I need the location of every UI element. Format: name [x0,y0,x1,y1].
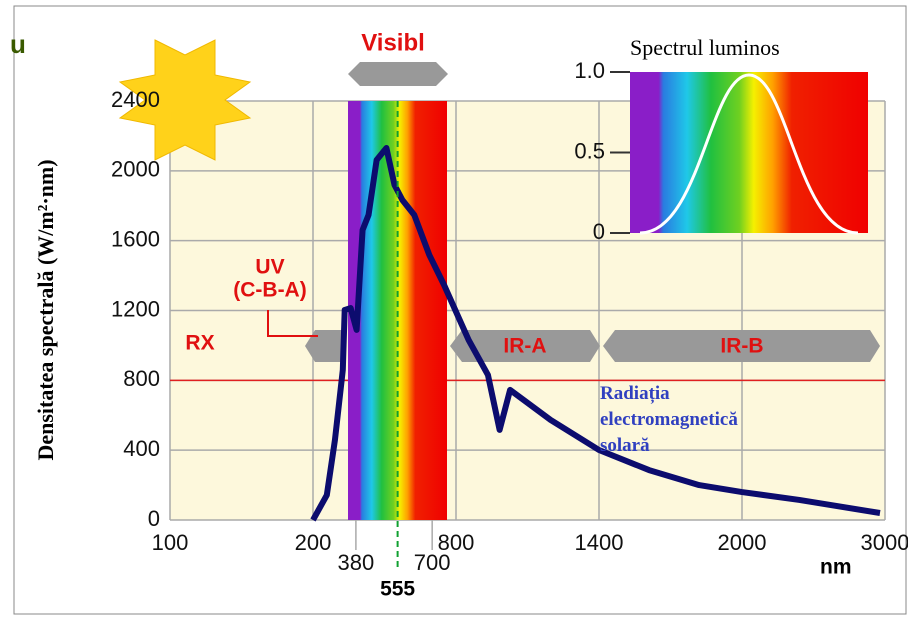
x-tick-label: 100 [152,530,189,555]
x-tick-label: 200 [295,530,332,555]
y-tick-label: 1600 [111,226,160,251]
visible-band [348,101,447,520]
uv-sub-label: (C-B-A) [233,279,306,302]
y-tick-label: 0 [148,506,160,531]
y-axis-label: Densitatea spectrală (W/m²·nm) [33,159,58,460]
x-tick-label: 2000 [718,530,767,555]
inset-y-tick-label: 1.0 [574,58,605,83]
uv-pointer [267,310,318,337]
x-tick-label: 1400 [575,530,624,555]
series-group [310,144,881,522]
x-tick-label: 3000 [861,530,908,555]
y-tick-label: 1200 [111,296,160,321]
y-tick-label: 2000 [111,157,160,182]
inset-y-tick-label: 0.5 [574,138,605,163]
inset-curve [639,73,859,235]
inset-spectrum [630,72,868,233]
peak-x-label: 555 [380,578,415,601]
minor-x-tick-label: 700 [414,550,451,575]
inset-y-tick-label: 0 [593,219,605,244]
y-tick-label: 2400 [111,87,160,112]
ir-a-arrow [450,330,600,362]
minor-x-tick-label: 380 [338,550,375,575]
rx-arrow [305,330,345,362]
ir-a-label: IR-A [503,335,546,358]
series-label: Radiația electromagnetică solară [600,383,738,456]
inset-title: Spectrul luminos [630,35,780,60]
series-line [310,144,881,522]
y-tick-label: 400 [123,436,160,461]
x-unit: nm [820,556,852,579]
ir-b-label: IR-B [720,335,763,358]
sun [118,39,252,161]
visible-label: Visibl [361,29,425,56]
ir-b-arrow [603,330,880,362]
visible-arrow [348,62,448,86]
corner-text: u [10,29,26,59]
y-tick-label: 800 [123,366,160,391]
x-tick-label: 800 [438,530,475,555]
uv-label: UV [255,256,284,279]
rx-label: RX [185,332,214,355]
